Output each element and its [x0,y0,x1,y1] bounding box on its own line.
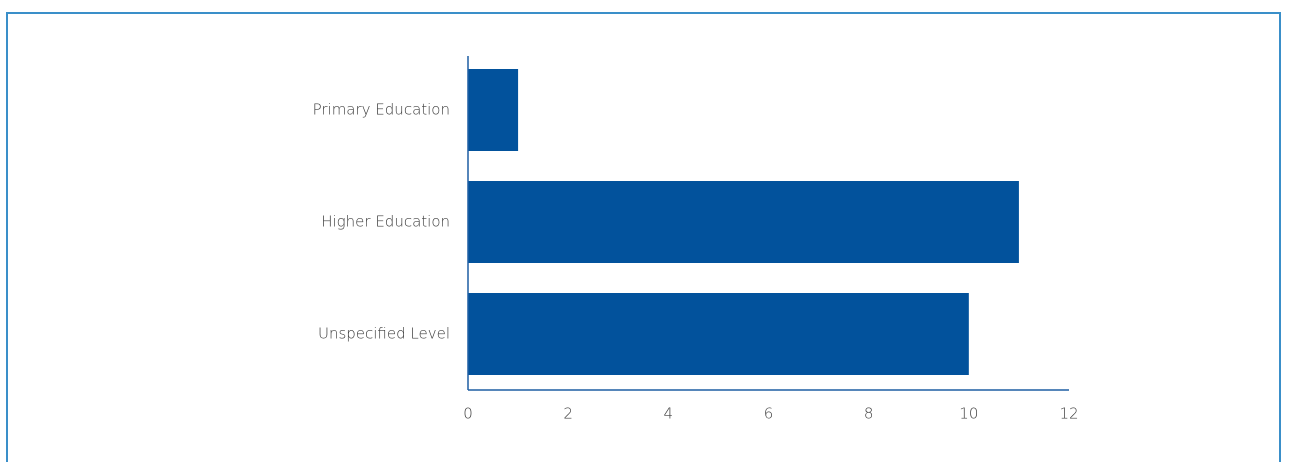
x-tick-label: 12 [1059,405,1078,423]
x-tick-label: 4 [664,405,674,423]
x-tick-label: 10 [959,405,978,423]
category-label: Higher Education [321,213,450,231]
category-label: Primary Education [313,101,450,119]
x-tick-label: 6 [764,405,774,423]
bar-higher-education [468,181,1019,263]
x-tick-labels: 0 2 4 6 8 10 12 [463,405,1078,423]
category-label: Unspecified Level [318,325,450,343]
x-tick-label: 0 [463,405,473,423]
category-labels: Primary Education Higher Education Unspeci… [313,101,450,343]
bar-primary-education [468,69,519,151]
bars-group [468,69,1019,375]
x-tick-label: 2 [563,405,573,423]
bar-unspecified-level [468,293,969,375]
x-tick-label: 8 [864,405,874,423]
